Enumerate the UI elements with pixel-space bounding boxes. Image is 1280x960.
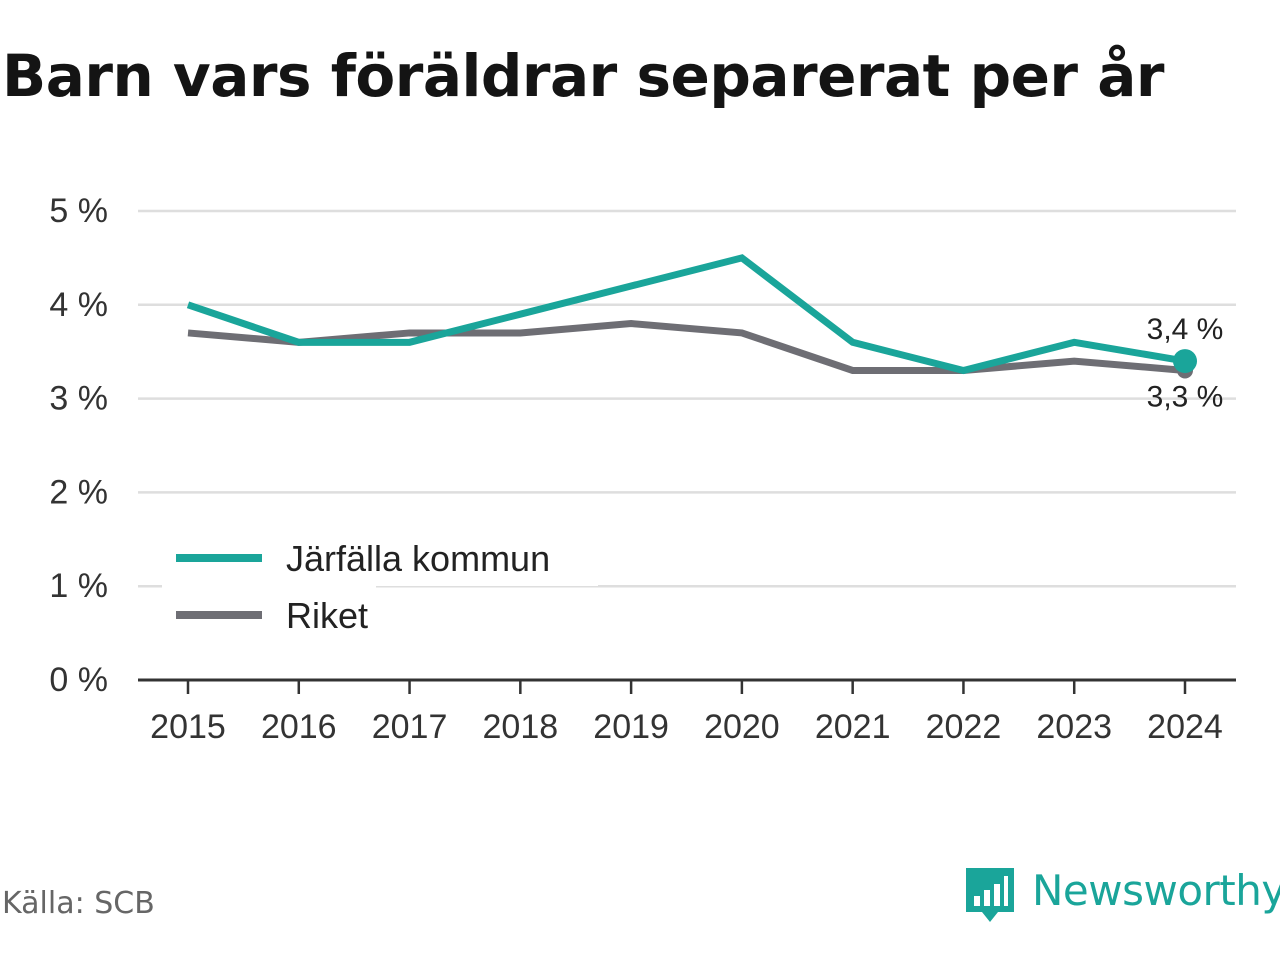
x-tick-label: 2019 xyxy=(593,708,669,746)
y-tick-label: 1 % xyxy=(49,567,108,605)
series-line-riket xyxy=(187,320,1186,374)
y-axis-tick-labels: 0 % 1 % 2 % 3 % 4 % 5 % xyxy=(49,192,108,699)
end-label-riket: 3,3 % xyxy=(1147,380,1224,413)
x-tick-label: 2016 xyxy=(261,708,337,746)
x-tick-label: 2020 xyxy=(704,708,780,746)
x-tick-label: 2021 xyxy=(815,708,891,746)
legend: Järfälla kommun Riket xyxy=(162,528,598,648)
y-tick-label: 0 % xyxy=(49,661,108,699)
x-tick-label: 2022 xyxy=(926,708,1002,746)
legend-label: Järfälla kommun xyxy=(286,538,550,579)
x-tick-label: 2018 xyxy=(483,708,559,746)
source-note: Källa: SCB xyxy=(2,886,155,921)
x-axis: 2015 2016 2017 2018 2019 2020 2021 2022 2023 2024 xyxy=(138,678,1236,746)
y-tick-label: 2 % xyxy=(49,473,108,511)
series-line-jarfalla-kommun xyxy=(186,254,1186,375)
brand-name: Newsworthy xyxy=(1032,866,1280,915)
x-tick-label: 2023 xyxy=(1036,708,1112,746)
y-tick-label: 3 % xyxy=(49,380,108,418)
x-tick-label: 2015 xyxy=(150,708,226,746)
end-label-jarfalla-kommun: 3,4 % xyxy=(1147,313,1224,346)
chart-title: Barn vars föräldrar separerat per år xyxy=(2,42,1164,110)
x-tick-label: 2017 xyxy=(372,708,448,746)
end-marker-jarfalla-kommun xyxy=(1173,349,1197,374)
legend-label: Riket xyxy=(286,595,368,636)
y-tick-label: 5 % xyxy=(49,192,108,230)
y-tick-label: 4 % xyxy=(49,286,108,324)
newsworthy-logo-icon xyxy=(966,868,1014,922)
series-lines: 3,4 % 3,3 % xyxy=(186,254,1224,413)
x-tick-label: 2024 xyxy=(1147,708,1223,746)
